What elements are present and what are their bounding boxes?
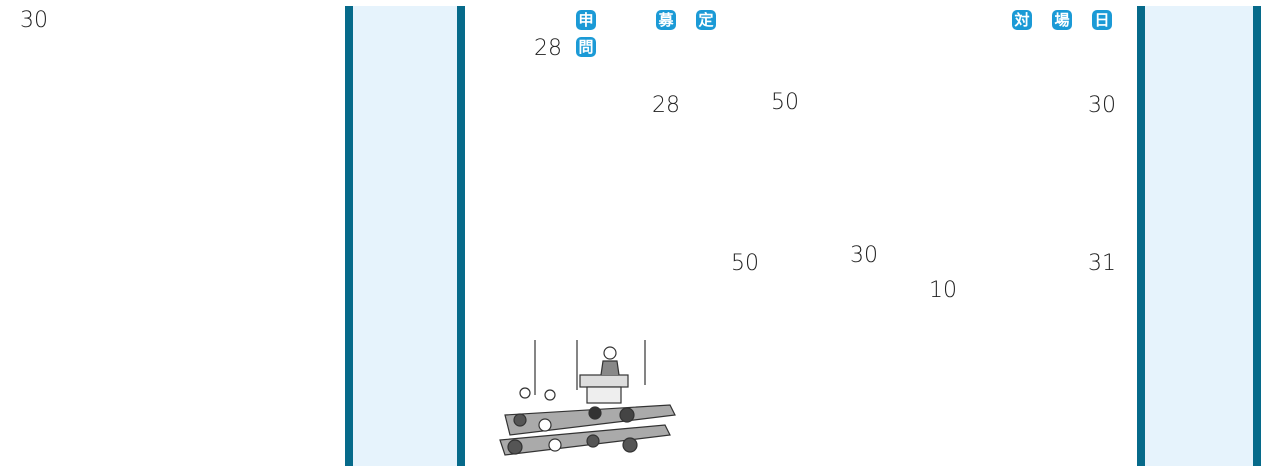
number: 28 (652, 93, 680, 118)
number: 30 (1088, 93, 1116, 118)
side-column (345, 6, 465, 466)
lecture-illustration (499, 340, 676, 456)
number: 28 (534, 36, 562, 61)
number: 30 (850, 243, 878, 268)
badge: 日 (1092, 10, 1112, 30)
badge: 申 (576, 10, 596, 30)
number: 50 (771, 90, 799, 115)
number: 50 (731, 251, 759, 276)
badge: 募 (656, 10, 676, 30)
number: 31 (1088, 251, 1116, 276)
page-number: 30 (20, 8, 48, 33)
badge: 問 (576, 37, 596, 57)
badge: 対 (1012, 10, 1032, 30)
side-column (1137, 6, 1261, 466)
number: 10 (929, 278, 957, 303)
badge: 定 (696, 10, 716, 30)
badge: 場 (1052, 10, 1072, 30)
